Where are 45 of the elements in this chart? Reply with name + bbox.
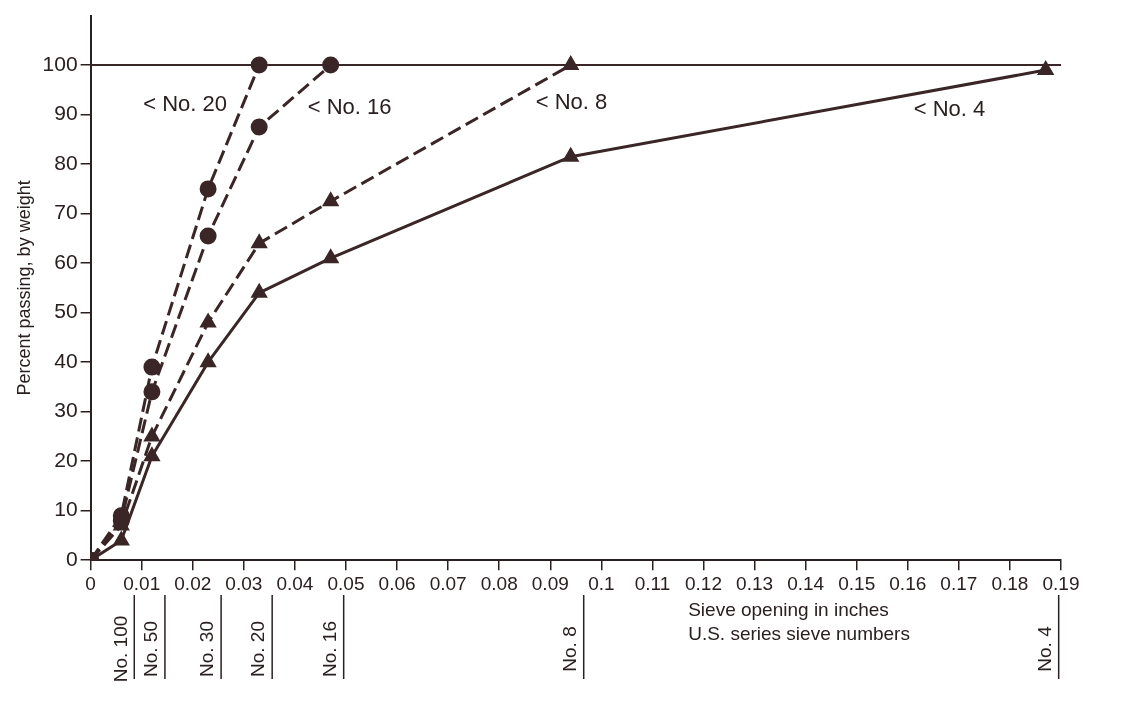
- x-tick-label: 0.19: [1042, 572, 1080, 594]
- text: No. 30: [196, 621, 218, 677]
- x-tick-label: 0.01: [123, 572, 161, 594]
- text: U.S. series sieve numbers: [688, 623, 910, 645]
- x-tick-label: 0.03: [225, 572, 263, 594]
- annotation: < No. 4: [913, 96, 986, 122]
- text: No. 20: [247, 621, 269, 677]
- x-tick-label: 0.04: [276, 572, 314, 594]
- annotation: < No. 20: [143, 91, 227, 117]
- x-tick-label: 0.07: [429, 572, 467, 594]
- x-tick-label: 0.18: [991, 572, 1029, 594]
- x-tick-label: 0: [85, 572, 96, 594]
- annotation: < No. 8: [535, 89, 608, 115]
- x-tick-label: 0.09: [531, 572, 569, 594]
- y-tick-label: 70: [54, 200, 78, 224]
- y-tick-label: 80: [54, 150, 78, 174]
- x-axis-title: Sieve opening in inches: [688, 599, 889, 621]
- annotation: < No. 16: [307, 94, 392, 120]
- y-tick-label: 40: [54, 348, 78, 372]
- x-tick-label: 0.16: [889, 572, 927, 594]
- y-axis-title: Percent passing, by weight: [13, 180, 34, 396]
- y-tick-label: 60: [54, 249, 78, 273]
- text: No. 16: [318, 621, 340, 677]
- y-tick-label: 20: [54, 447, 78, 471]
- x-tick-label: 0.12: [685, 572, 722, 594]
- y-tick-label: 90: [54, 101, 78, 125]
- x-tick-label: 0.05: [327, 572, 365, 594]
- x-tick-label: 0.02: [174, 572, 212, 594]
- y-tick-label: 30: [54, 398, 78, 422]
- x-tick-label: 0.13: [736, 572, 774, 594]
- text: No. 8: [558, 626, 580, 672]
- x-tick-label: 0.15: [838, 572, 876, 594]
- y-tick-label: 50: [54, 299, 78, 323]
- y-tick-label: 0: [65, 547, 78, 570]
- x-tick-label: 0.08: [480, 572, 518, 594]
- x-tick-label: 0.1: [588, 572, 615, 594]
- text: No. 4: [1033, 625, 1055, 672]
- y-tick-label: 100: [42, 51, 78, 75]
- x-tick-label: 0.11: [634, 572, 671, 594]
- x-tick-label: 0.06: [378, 572, 416, 594]
- x-tick-label: 0.17: [940, 572, 978, 594]
- y-tick-label: 10: [54, 497, 78, 521]
- x-tick-label: 0.14: [787, 572, 825, 594]
- text: No. 50: [140, 621, 162, 677]
- text: No. 100: [109, 615, 131, 683]
